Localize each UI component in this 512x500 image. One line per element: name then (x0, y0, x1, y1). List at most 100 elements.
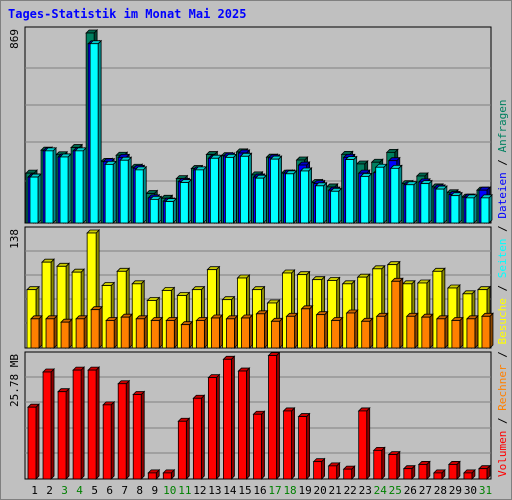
rechner-bar-4-side (83, 314, 88, 349)
x-tick-label-day-19: 19 (298, 484, 311, 497)
bottom-y-max-label: 25.78 MB (8, 354, 21, 407)
x-tick-label-day-18: 18 (283, 484, 296, 497)
rechner-bar-21 (331, 320, 341, 349)
x-tick-label-day-15: 15 (238, 484, 251, 497)
volumen-bar-29 (448, 464, 458, 480)
volumen-bar-30 (463, 472, 473, 480)
seiten-bar-7-side (127, 156, 132, 224)
rechner-bar-31-side (489, 312, 494, 349)
volumen-bar-5-side (95, 366, 100, 480)
seiten-bar-10 (164, 201, 174, 224)
legend-separator: / (496, 278, 509, 298)
volumen-bar-18-side (291, 406, 295, 480)
rechner-bar-25 (391, 280, 401, 349)
rechner-bar-9 (150, 320, 160, 349)
x-tick-label-day-30: 30 (464, 484, 477, 497)
rechner-bar-13-side (218, 314, 223, 349)
seiten-bar-27 (420, 183, 430, 224)
middle-y-max-label: 138 (8, 229, 21, 249)
volumen-bar-7 (117, 383, 127, 480)
seiten-bar-9 (149, 198, 159, 224)
rechner-bar-1-side (38, 314, 43, 349)
seiten-bar-3 (59, 156, 69, 224)
rechner-bar-6 (105, 320, 115, 349)
seiten-bar-21-side (338, 187, 343, 224)
rechner-bar-22-side (354, 309, 359, 349)
legend-separator: / (496, 345, 509, 365)
seiten-bar-18-side (293, 169, 297, 224)
volumen-bar-4-side (80, 366, 85, 480)
volumen-bar-7-side (125, 379, 130, 480)
rechner-bar-16-side (264, 309, 268, 349)
x-tick-label-day-3: 3 (61, 484, 68, 497)
volumen-bar-28 (433, 472, 443, 480)
rechner-bar-11-side (188, 320, 193, 349)
seiten-bar-8-side (142, 165, 147, 224)
rechner-bar-5-side (98, 305, 103, 349)
volumen-bar-16 (253, 413, 262, 480)
rechner-bar-28-side (444, 314, 449, 349)
seiten-bar-3-side (67, 153, 72, 224)
rechner-bar-23-side (369, 317, 374, 349)
seiten-bar-7 (119, 159, 129, 224)
seiten-bar-15-side (248, 152, 252, 224)
x-tick-label-day-29: 29 (449, 484, 462, 497)
seiten-bar-27-side (428, 179, 433, 224)
x-tick-label-day-11: 11 (178, 484, 191, 497)
rechner-bar-25-side (399, 277, 404, 349)
seiten-bar-28-side (443, 185, 448, 224)
legend-rechner: Rechner (496, 364, 509, 411)
rechner-bar-12-side (203, 316, 208, 349)
legend-anfragen: Anfragen (496, 99, 509, 152)
volumen-bar-25-side (396, 450, 401, 480)
seiten-bar-19 (300, 170, 309, 224)
rechner-bar-26-side (414, 312, 419, 349)
rechner-bar-24 (376, 315, 386, 349)
seiten-bar-26 (405, 184, 415, 224)
rechner-bar-8 (135, 318, 145, 349)
rechner-bar-15 (241, 317, 250, 349)
x-tick-label-day-9: 9 (151, 484, 158, 497)
volumen-bar-4 (72, 369, 82, 480)
rechner-bar-4 (75, 318, 85, 349)
rechner-bar-17 (271, 320, 280, 349)
volumen-bar-5 (87, 369, 97, 480)
seiten-bar-29 (450, 195, 460, 224)
seiten-bar-22 (345, 159, 355, 224)
x-tick-label-day-26: 26 (404, 484, 417, 497)
x-tick-label-day-12: 12 (193, 484, 206, 497)
rechner-bar-28 (436, 318, 446, 349)
seiten-bar-4 (74, 150, 84, 224)
legend-separator: / (496, 219, 509, 239)
seiten-bar-11 (179, 182, 189, 224)
legend: Volumen / Rechner / Besuche / Seiten / D… (496, 99, 509, 477)
volumen-bar-3-side (65, 387, 70, 480)
rechner-bar-19 (301, 308, 310, 349)
seiten-bar-21 (330, 190, 340, 224)
volumen-bar-21 (328, 465, 338, 480)
volumen-bar-23 (358, 410, 368, 480)
volumen-bar-19 (298, 416, 307, 480)
seiten-bar-5 (89, 43, 99, 224)
rechner-bar-23 (361, 320, 371, 349)
x-tick-label-day-21: 21 (329, 484, 342, 497)
volumen-bar-26 (403, 468, 413, 480)
x-tick-label-day-20: 20 (314, 484, 327, 497)
rechner-bar-12 (195, 320, 205, 349)
chart-title: Tages-Statistik im Monat Mai 2025 (8, 7, 247, 21)
seiten-bar-28 (435, 188, 445, 224)
seiten-bar-11-side (187, 178, 192, 224)
rechner-bar-29-side (459, 316, 464, 349)
legend-dateien: Dateien (496, 172, 509, 218)
volumen-bar-2 (42, 371, 52, 480)
volumen-bar-19-side (306, 412, 310, 480)
rechner-bar-8-side (143, 314, 148, 349)
x-tick-label-day-27: 27 (419, 484, 432, 497)
seiten-bar-30 (465, 197, 475, 224)
rechner-bar-9-side (158, 316, 163, 349)
volumen-bar-23-side (366, 406, 371, 480)
seiten-bar-15 (240, 155, 249, 224)
seiten-bar-30-side (473, 193, 478, 224)
